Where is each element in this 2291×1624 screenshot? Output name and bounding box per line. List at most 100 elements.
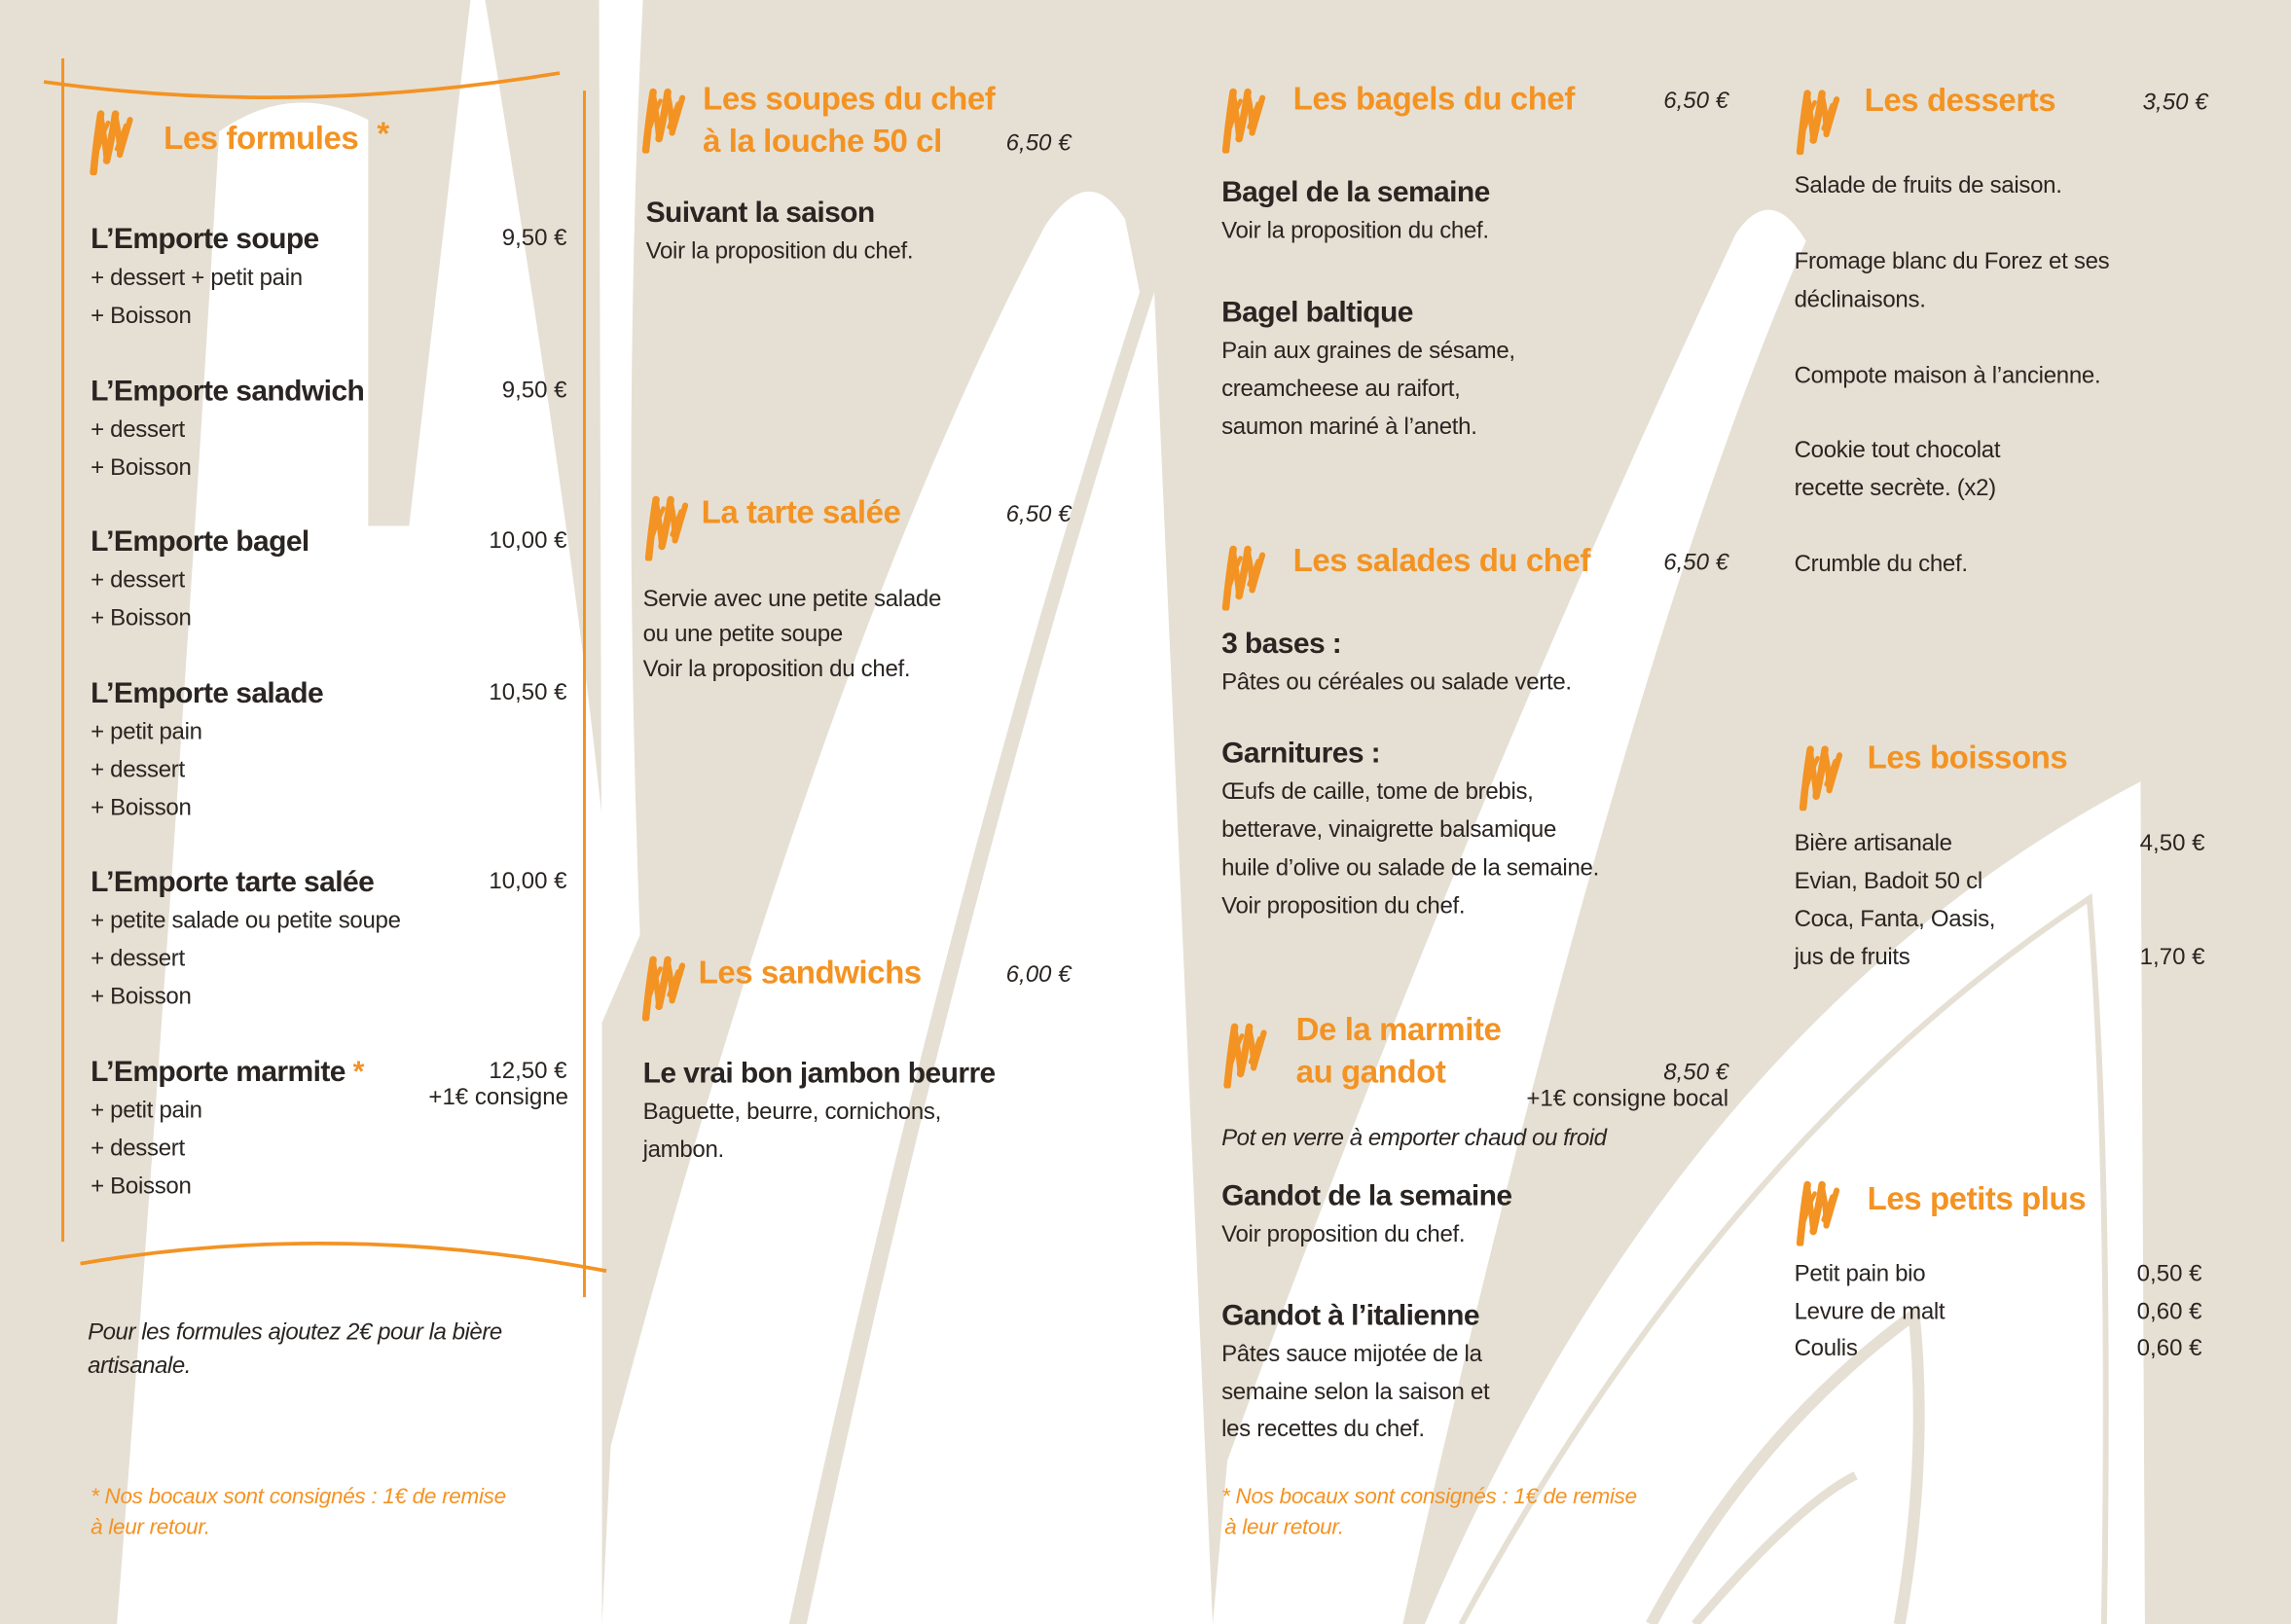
formule-price: 10,00 €	[489, 528, 567, 555]
item-name: Gandot de la semaine	[1221, 1179, 1512, 1212]
drink-item: jus de fruits	[1794, 945, 1910, 970]
formule-detail: + dessert	[91, 946, 185, 972]
extra-price: 0,60 €	[2136, 1300, 2202, 1325]
section-title-bagels: Les bagels du chef	[1292, 81, 1576, 118]
dessert-item: Fromage blanc du Forez et ses	[1794, 249, 2110, 275]
formule-detail: + Boisson	[91, 606, 192, 632]
item-name: Bagel de la semaine	[1221, 176, 1490, 209]
section-price: 6,00 €	[1005, 962, 1072, 988]
section-title-boissons: Les boissons	[1867, 740, 2068, 776]
soupes-brush-stroke-icon	[640, 84, 687, 155]
sandwichs-brush-stroke-icon	[640, 951, 687, 1023]
item-name: Suivant la saison	[645, 197, 876, 230]
formule-detail: + Boisson	[91, 304, 192, 329]
dessert-item: Cookie tout chocolat	[1794, 438, 2001, 464]
consigne-note: +1€ consigne bocal	[1526, 1087, 1729, 1112]
extra-price: 0,60 €	[2136, 1336, 2202, 1362]
salades-brush-stroke-icon	[1220, 540, 1267, 612]
formule-price: 9,50 €	[501, 226, 567, 252]
formules-brush-stroke-icon	[88, 105, 134, 176]
item-name: 3 bases :	[1221, 627, 1342, 660]
item-detail: saumon mariné à l’aneth.	[1221, 415, 1477, 441]
drink-price: 1,70 €	[2139, 945, 2205, 970]
formule-name: L’Emporte salade	[91, 676, 324, 710]
item-detail: Voir proposition du chef.	[1221, 1222, 1466, 1248]
formules-note: Pour les formules ajoutez 2€ pour la biè…	[88, 1320, 502, 1346]
item-detail: semaine selon la saison et	[1221, 1380, 1490, 1406]
formule-detail: + dessert	[91, 568, 185, 594]
dessert-item: recette secrète. (x2)	[1794, 476, 1997, 502]
formule-detail: + Boisson	[91, 984, 192, 1010]
extra-item: Petit pain bio	[1794, 1262, 1926, 1287]
formule-detail: + Boisson	[91, 796, 192, 821]
section-price: 8,50 €	[1663, 1061, 1729, 1086]
section-price: 6,50 €	[1005, 131, 1072, 157]
item-name: Bagel baltique	[1221, 296, 1413, 329]
item-detail: Œufs de caille, tome de brebis,	[1221, 779, 1534, 806]
section-title-marmite: De la marmite	[1295, 1011, 1502, 1048]
item-detail: Baguette, beurre, cornichons,	[642, 1100, 942, 1126]
formule-name: L’Emporte tarte salée	[91, 865, 375, 898]
extra-item: Levure de malt	[1794, 1300, 1946, 1325]
section-title-soupes: Les soupes du chef	[703, 81, 996, 118]
section-price: 6,50 €	[1663, 89, 1729, 115]
item-detail: jambon.	[642, 1137, 725, 1164]
formule-name: L’Emporte bagel	[91, 524, 309, 558]
item-detail: Pâtes ou céréales ou salade verte.	[1221, 670, 1572, 696]
formule-name-text: L’Emporte marmite	[91, 1055, 345, 1088]
formule-name: L’Emporte sandwich	[91, 375, 365, 408]
formule-detail: + petite salade ou petite soupe	[91, 908, 401, 934]
item-detail: Voir la proposition du chef.	[642, 657, 911, 683]
dessert-item: Salade de fruits de saison.	[1794, 173, 2062, 199]
bagels-brush-stroke-icon	[1220, 84, 1267, 155]
section-title-salades: Les salades du chef	[1292, 542, 1591, 580]
extra-item: Coulis	[1794, 1336, 1858, 1362]
item-detail: Servie avec une petite salade	[642, 587, 942, 613]
formule-detail: + petit pain	[91, 720, 202, 745]
item-detail: les recettes du chef.	[1221, 1417, 1425, 1442]
formule-detail: + Boisson	[91, 455, 192, 482]
section-title-petits-plus: Les petits plus	[1867, 1180, 2087, 1218]
formule-detail: + dessert	[91, 417, 185, 444]
section-price: 3,50 €	[2142, 90, 2208, 116]
dessert-item: Compote maison à l’ancienne.	[1794, 363, 2101, 389]
drink-item: Coca, Fanta, Oasis,	[1794, 907, 1996, 932]
formule-price: 12,50 €	[489, 1059, 567, 1085]
formule-detail: + dessert	[91, 758, 185, 783]
item-detail: ou une petite soupe	[642, 622, 844, 648]
asterisk-mark: *	[377, 116, 389, 153]
formule-detail: + dessert + petit pain	[91, 266, 303, 291]
section-price: 6,50 €	[1005, 502, 1072, 528]
section-title-soupes: à la louche 50 cl	[703, 123, 942, 161]
section-title-marmite: au gandot	[1295, 1053, 1446, 1091]
item-detail: Voir la proposition du chef.	[645, 239, 914, 265]
drink-price: 4,50 €	[2139, 831, 2205, 856]
section-title-formules: Les formules	[164, 120, 359, 158]
formule-price: 10,50 €	[489, 680, 567, 706]
item-detail: Voir proposition du chef.	[1221, 893, 1466, 920]
dessert-item: Crumble du chef.	[1794, 552, 1968, 578]
drink-item: Bière artisanale	[1794, 831, 1952, 856]
formule-price: 10,00 €	[489, 869, 567, 894]
consigne-note: +1€ consigne	[428, 1085, 569, 1111]
boissons-brush-stroke-icon	[1798, 740, 1844, 812]
section-title-sandwichs: Les sandwichs	[698, 954, 923, 992]
asterisk-mark: *	[352, 1055, 365, 1088]
desserts-brush-stroke-icon	[1795, 85, 1841, 156]
footnote: à leur retour.	[1224, 1514, 1344, 1539]
formule-name: L’Emporte marmite *	[91, 1054, 364, 1089]
footnote: * Nos bocaux sont consignés : 1€ de remi…	[1221, 1483, 1637, 1509]
formules-note: artisanale.	[88, 1353, 191, 1380]
item-name: Gandot à l’italienne	[1221, 1299, 1480, 1332]
item-detail: creamcheese au raifort,	[1221, 377, 1461, 402]
section-subtitle: Pot en verre à emporter chaud ou froid	[1221, 1126, 1607, 1152]
item-detail: Pain aux graines de sésame,	[1221, 339, 1515, 364]
item-detail: Voir la proposition du chef.	[1221, 219, 1489, 244]
formule-price: 9,50 €	[501, 378, 567, 404]
dessert-item: déclinaisons.	[1794, 287, 1926, 313]
formule-detail: + dessert	[91, 1137, 185, 1162]
extra-price: 0,50 €	[2136, 1262, 2202, 1287]
formule-detail: + petit pain	[91, 1099, 202, 1124]
